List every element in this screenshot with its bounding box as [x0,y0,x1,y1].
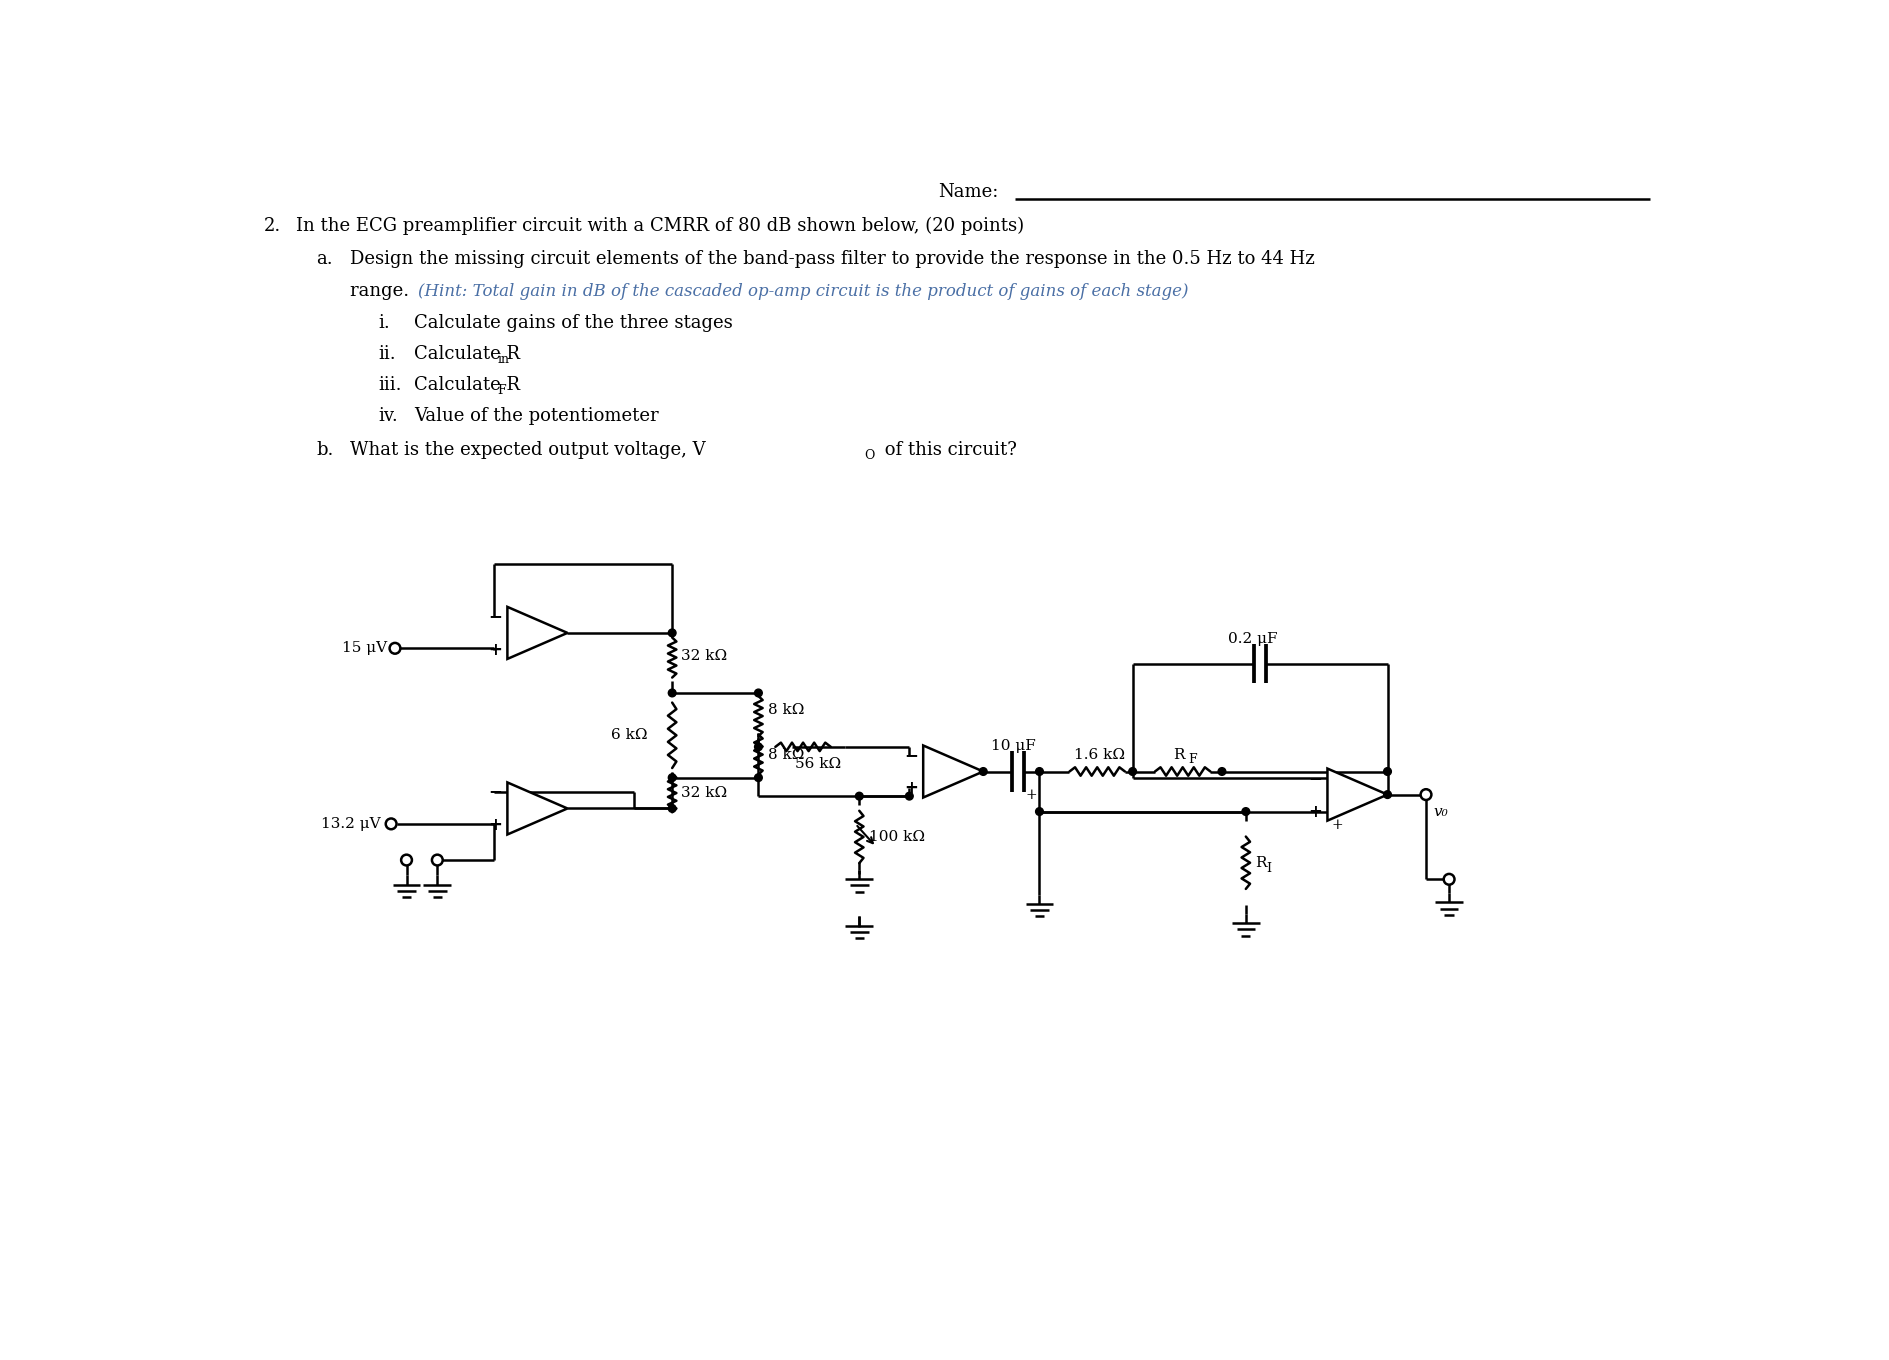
Circle shape [754,690,761,696]
Circle shape [1421,789,1430,800]
Text: 0.2 μF: 0.2 μF [1228,632,1277,646]
Text: −: − [487,782,502,801]
Text: Calculate R: Calculate R [414,375,519,394]
Text: In the ECG preamplifier circuit with a CMRR of 80 dB shown below, (20 points): In the ECG preamplifier circuit with a C… [297,218,1024,235]
Text: i.: i. [378,314,389,332]
Text: iii.: iii. [378,375,400,394]
Text: 2.: 2. [264,218,281,235]
Text: +: + [487,816,502,835]
Text: +: + [1307,802,1322,820]
Text: +: + [1026,787,1037,801]
Polygon shape [506,607,567,660]
Text: F: F [497,384,506,397]
Text: What is the expected output voltage, V: What is the expected output voltage, V [349,441,706,458]
Text: iv.: iv. [378,407,397,424]
Text: 100 kΩ: 100 kΩ [869,830,924,845]
Text: 6 kΩ: 6 kΩ [610,729,646,743]
Circle shape [754,743,761,751]
Circle shape [433,854,442,865]
Circle shape [979,767,986,775]
Text: +: + [487,641,502,658]
Text: Name:: Name: [939,184,997,201]
Circle shape [400,854,412,865]
Text: O: O [863,449,875,461]
Text: −: − [903,745,918,763]
Polygon shape [922,745,982,797]
Text: 15 μV: 15 μV [342,642,387,656]
Text: 32 kΩ: 32 kΩ [682,786,727,800]
Circle shape [1241,808,1249,816]
Text: Calculate gains of the three stages: Calculate gains of the three stages [414,314,733,332]
Text: +: + [1330,819,1343,832]
Circle shape [1383,767,1390,775]
Circle shape [389,643,400,654]
Text: of this circuit?: of this circuit? [878,441,1016,458]
Text: 32 kΩ: 32 kΩ [682,649,727,664]
Text: 1.6 kΩ: 1.6 kΩ [1073,748,1124,762]
Text: R: R [1173,748,1184,762]
Text: I: I [1266,862,1271,876]
Text: +: + [903,779,918,797]
Text: ii.: ii. [378,345,395,363]
Text: in: in [497,354,510,366]
Text: 10 μF: 10 μF [990,738,1035,753]
Text: Calculate R: Calculate R [414,345,519,363]
Text: F: F [1188,753,1196,767]
Text: 8 kΩ: 8 kΩ [767,748,803,762]
Polygon shape [1326,768,1387,820]
Text: −: − [487,607,502,626]
Circle shape [1383,790,1390,798]
Text: range.: range. [349,282,416,301]
Circle shape [669,630,676,636]
Circle shape [1035,767,1043,775]
Circle shape [1128,767,1135,775]
Circle shape [669,805,676,812]
Text: Design the missing circuit elements of the band-pass filter to provide the respo: Design the missing circuit elements of t… [349,250,1315,268]
Text: 56 kΩ: 56 kΩ [795,756,841,771]
Text: (Hint: Total gain in dB of the cascaded op-amp circuit is the product of gains o: (Hint: Total gain in dB of the cascaded … [417,283,1188,299]
Circle shape [669,774,676,782]
Circle shape [754,774,761,782]
Text: Value of the potentiometer: Value of the potentiometer [414,407,659,424]
Circle shape [385,819,397,830]
Circle shape [905,793,912,800]
Circle shape [669,690,676,696]
Text: a.: a. [315,250,332,268]
Text: 8 kΩ: 8 kΩ [767,703,803,717]
Circle shape [1035,808,1043,816]
Text: R: R [1254,855,1266,870]
Circle shape [1443,874,1455,885]
Text: 13.2 μV: 13.2 μV [321,817,382,831]
Polygon shape [506,782,567,835]
Circle shape [856,793,863,800]
Text: v₀: v₀ [1434,805,1447,819]
Text: b.: b. [315,441,334,458]
Circle shape [1217,767,1226,775]
Text: −: − [1307,768,1322,786]
